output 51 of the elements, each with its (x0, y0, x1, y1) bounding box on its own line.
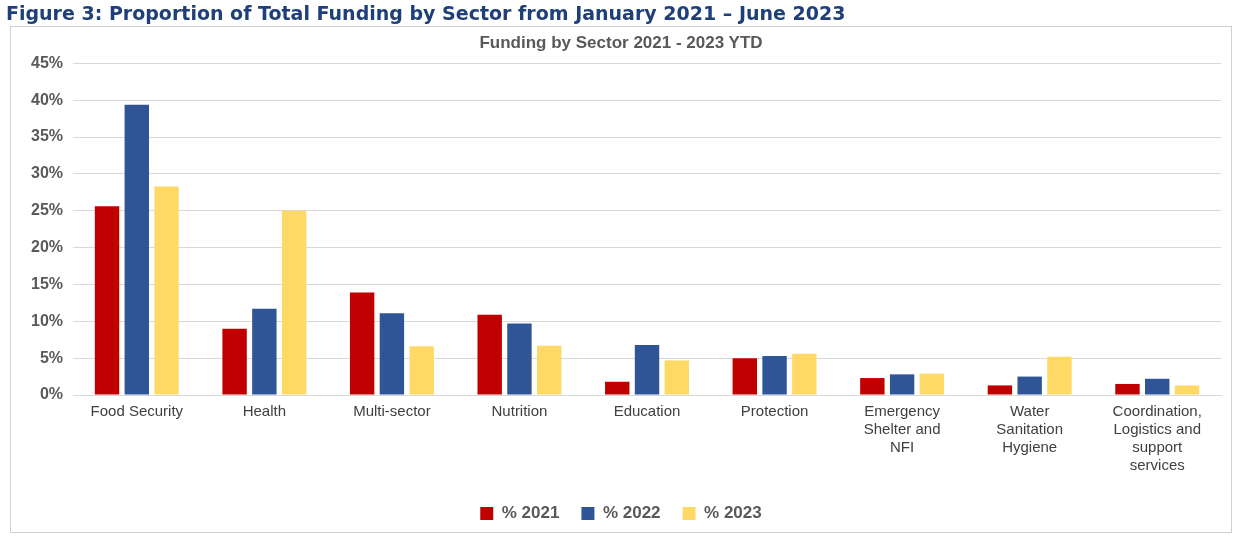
bar (124, 104, 149, 395)
bar (634, 344, 660, 395)
y-tick-label: 30% (30, 164, 64, 182)
bar (792, 353, 817, 395)
bar (1047, 356, 1072, 395)
y-tick-label: 0% (39, 385, 64, 403)
legend-label: % 2022 (602, 503, 661, 523)
bar (409, 346, 434, 395)
bar (1017, 376, 1042, 395)
bar (732, 358, 758, 395)
x-tick-label: Coordination, Logistics and support services (1112, 402, 1202, 474)
bar (889, 374, 915, 395)
bar (1174, 385, 1200, 395)
bar (222, 328, 247, 395)
y-tick-label: 40% (30, 90, 64, 108)
bar (1145, 378, 1170, 395)
legend-label: % 2021 (501, 503, 560, 523)
bar (664, 360, 689, 395)
y-tick-label: 45% (30, 53, 64, 71)
chart-title: Funding by Sector 2021 - 2023 YTD (479, 32, 763, 52)
y-tick-label: 35% (30, 127, 64, 145)
bar (252, 308, 277, 395)
y-tick-label: 15% (30, 274, 64, 292)
bar (349, 292, 375, 395)
x-tick-label: Protection (740, 402, 809, 420)
bar (987, 385, 1013, 395)
y-tick-label: 10% (30, 311, 64, 329)
bar (762, 355, 787, 395)
x-tick-label: Health (242, 402, 287, 420)
bar (919, 373, 945, 395)
caption: Figure 3: Proportion of Total Funding by Sector from January 2021 – June 2023 (5, 1, 847, 26)
bar (379, 313, 405, 395)
x-tick-label: Food Security (90, 402, 184, 420)
x-tick-label: Nutrition (491, 402, 548, 420)
legend-label: % 2023 (704, 503, 762, 523)
bar (860, 378, 885, 395)
bar (94, 206, 120, 395)
bar (281, 210, 307, 395)
y-tick-label: 20% (30, 238, 64, 256)
bar (1115, 383, 1140, 395)
x-tick-label: Education (613, 402, 681, 420)
y-tick-label: 25% (30, 201, 64, 219)
bar (605, 381, 630, 395)
x-tick-label: Water Sanitation Hygiene (996, 402, 1064, 456)
bar (477, 314, 502, 395)
bar (507, 323, 532, 395)
y-tick-label: 5% (39, 348, 64, 366)
x-tick-label: Emergency Shelter and NFI (863, 402, 941, 456)
x-tick-label: Multi-sector (353, 402, 431, 420)
bar (537, 345, 562, 395)
bar (154, 186, 179, 395)
